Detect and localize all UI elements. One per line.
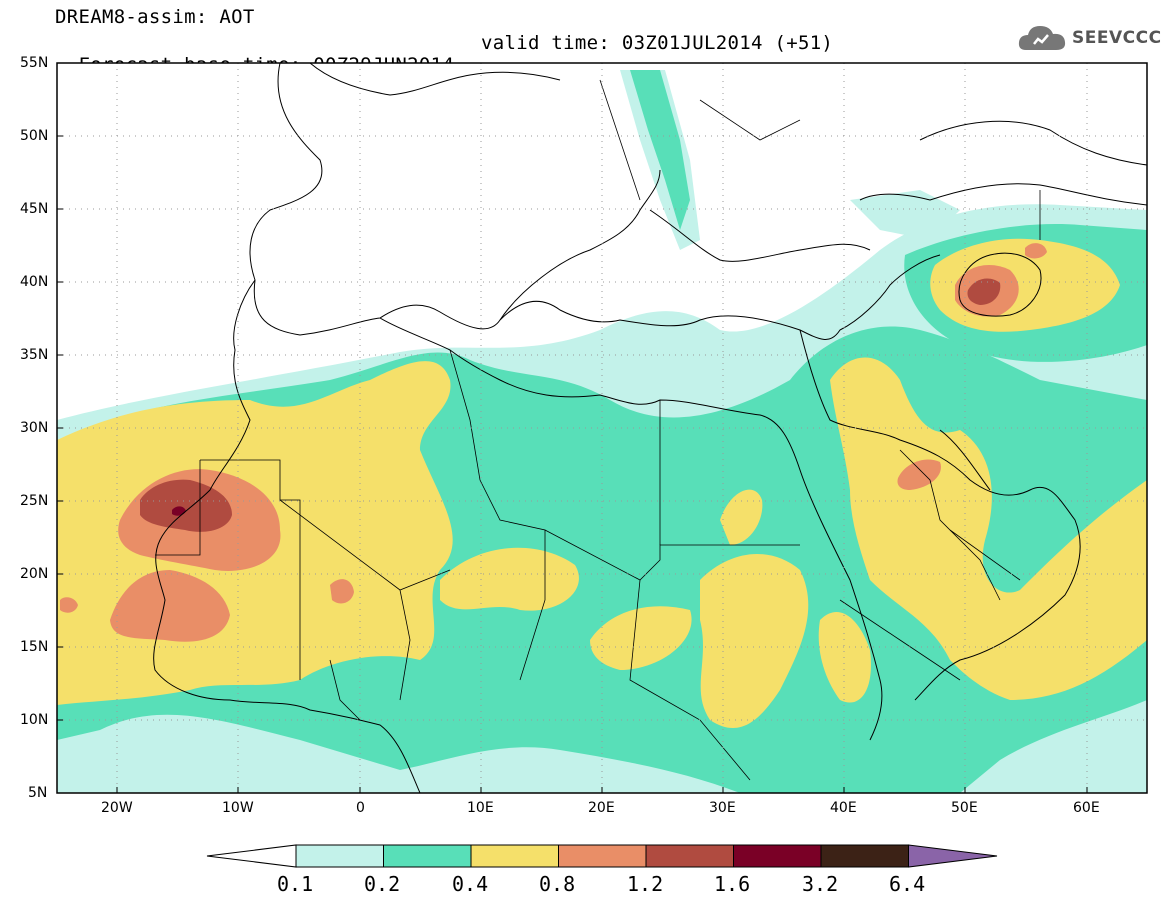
aot-shading xyxy=(57,70,1147,793)
colorbar-label: 1.6 xyxy=(714,872,751,896)
lon-label: 20E xyxy=(588,800,615,816)
lat-label: 5N xyxy=(28,785,48,801)
lat-label: 10N xyxy=(20,712,49,728)
colorbar-box-3 xyxy=(470,844,559,868)
coastlines xyxy=(153,63,1147,793)
colorbar-label: 3.2 xyxy=(802,872,839,896)
colorbar-box-7 xyxy=(820,844,909,868)
colorbar-label: 0.2 xyxy=(364,872,401,896)
colorbar-label: 0.1 xyxy=(277,872,314,896)
cloud-icon xyxy=(1018,26,1066,50)
lat-label: 20N xyxy=(20,566,49,582)
colorbar-box-1 xyxy=(295,844,384,868)
colorbar xyxy=(206,844,998,868)
country-borders xyxy=(155,79,1041,781)
lon-label: 60E xyxy=(1073,800,1100,816)
colorbar-over-arrow xyxy=(908,844,998,868)
lat-label: 40N xyxy=(20,274,49,290)
lon-label: 10E xyxy=(467,800,494,816)
colorbar-label: 1.2 xyxy=(627,872,664,896)
axis-ticks xyxy=(57,62,1088,793)
colorbar-under-arrow xyxy=(206,844,297,868)
lon-label: 20W xyxy=(101,800,133,816)
lon-label: 0 xyxy=(356,800,365,816)
lon-label: 40E xyxy=(830,800,857,816)
lon-label: 30E xyxy=(709,800,736,816)
lat-label: 35N xyxy=(20,347,49,363)
lat-label: 15N xyxy=(20,639,49,655)
seevccc-logo: SEEVCCC xyxy=(1016,20,1161,56)
map-title: DREAM8-assim: AOT xyxy=(55,6,255,28)
lat-label: 30N xyxy=(20,420,49,436)
colorbar-label: 0.8 xyxy=(539,872,576,896)
lat-label: 55N xyxy=(20,55,49,71)
colorbar-box-6 xyxy=(733,844,822,868)
logo-text: SEEVCCC xyxy=(1072,28,1162,48)
colorbar-box-4 xyxy=(558,844,647,868)
colorbar-box-2 xyxy=(383,844,472,868)
colorbar-box-5 xyxy=(645,844,734,868)
colorbar-label: 6.4 xyxy=(889,872,926,896)
lat-label: 50N xyxy=(20,128,49,144)
valid-time-text: valid time: 03Z01JUL2014 (+51) xyxy=(481,32,834,54)
lat-label: 45N xyxy=(20,201,49,217)
lat-label: 25N xyxy=(20,493,49,509)
lon-label: 50E xyxy=(951,800,978,816)
lon-label: 10W xyxy=(222,800,254,816)
colorbar-label: 0.4 xyxy=(452,872,489,896)
